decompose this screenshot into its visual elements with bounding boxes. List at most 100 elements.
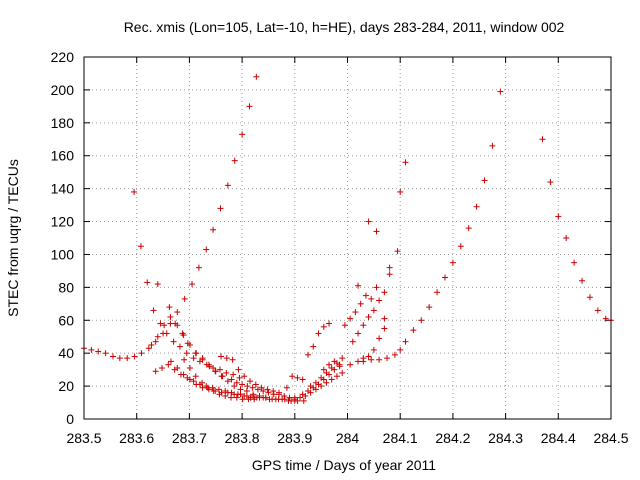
data-point bbox=[397, 188, 404, 195]
data-point bbox=[304, 388, 311, 395]
data-point bbox=[109, 353, 116, 360]
data-point bbox=[148, 341, 155, 348]
x-tick-label: 284 bbox=[336, 430, 360, 446]
data-point bbox=[239, 381, 246, 388]
data-point bbox=[373, 228, 380, 235]
data-point bbox=[215, 386, 222, 393]
data-point bbox=[154, 333, 161, 340]
data-point bbox=[426, 304, 433, 311]
y-tick-label: 80 bbox=[58, 279, 74, 295]
data-point bbox=[193, 350, 200, 357]
data-point bbox=[299, 376, 306, 383]
data-point bbox=[186, 341, 193, 348]
y-tick-label: 180 bbox=[51, 115, 75, 131]
data-point bbox=[152, 368, 159, 375]
data-point bbox=[355, 330, 362, 337]
data-point bbox=[355, 282, 362, 289]
data-point bbox=[236, 374, 243, 381]
data-point bbox=[223, 355, 230, 362]
y-tick-label: 200 bbox=[51, 82, 75, 98]
data-point bbox=[594, 307, 601, 314]
data-point bbox=[252, 381, 259, 388]
y-axis-label: STEC from uqrg / TECUs bbox=[5, 159, 21, 317]
data-point bbox=[384, 355, 391, 362]
x-tick-label: 284.1 bbox=[383, 430, 418, 446]
plot-frame bbox=[83, 56, 612, 420]
data-point bbox=[579, 277, 586, 284]
data-point bbox=[365, 218, 372, 225]
data-point bbox=[95, 348, 102, 355]
data-point bbox=[394, 248, 401, 255]
x-tick-label: 283.7 bbox=[172, 430, 207, 446]
data-point bbox=[216, 391, 223, 398]
data-point bbox=[256, 394, 263, 401]
data-point bbox=[246, 103, 253, 110]
x-tick-label: 283.9 bbox=[277, 430, 312, 446]
data-point bbox=[265, 389, 272, 396]
x-tick-label: 284.3 bbox=[488, 430, 523, 446]
data-point bbox=[331, 358, 338, 365]
data-point bbox=[137, 243, 144, 250]
data-point bbox=[235, 366, 242, 373]
data-point bbox=[102, 350, 109, 357]
data-point bbox=[355, 358, 362, 365]
data-point bbox=[218, 353, 225, 360]
data-point bbox=[326, 320, 333, 327]
data-point bbox=[244, 383, 251, 390]
data-point bbox=[555, 213, 562, 220]
data-point bbox=[251, 396, 258, 403]
data-point bbox=[473, 203, 480, 210]
data-point bbox=[275, 396, 282, 403]
data-point bbox=[210, 388, 217, 395]
data-point bbox=[347, 315, 354, 322]
data-point bbox=[152, 338, 159, 345]
data-point bbox=[174, 309, 181, 316]
data-point bbox=[230, 371, 237, 378]
data-point bbox=[231, 383, 238, 390]
data-point bbox=[315, 330, 322, 337]
data-point bbox=[183, 350, 190, 357]
data-point bbox=[339, 355, 346, 362]
data-point bbox=[144, 279, 151, 286]
data-point bbox=[381, 325, 388, 332]
data-point bbox=[189, 281, 196, 288]
data-point bbox=[376, 356, 383, 363]
data-point bbox=[233, 394, 240, 401]
data-point bbox=[434, 289, 441, 296]
y-tick-label: 20 bbox=[58, 378, 74, 394]
data-point bbox=[249, 384, 256, 391]
data-point bbox=[228, 394, 235, 401]
data-point bbox=[239, 396, 246, 403]
data-point bbox=[291, 396, 298, 403]
data-point bbox=[281, 392, 288, 399]
data-point bbox=[212, 368, 219, 375]
y-tick-label: 140 bbox=[51, 181, 75, 197]
data-point bbox=[449, 259, 456, 266]
data-point bbox=[304, 351, 311, 358]
y-tick-label: 60 bbox=[58, 312, 74, 328]
data-point bbox=[373, 284, 380, 291]
data-point bbox=[299, 391, 306, 398]
data-point bbox=[365, 313, 372, 320]
data-point bbox=[199, 384, 206, 391]
data-point bbox=[174, 322, 181, 329]
data-point bbox=[457, 243, 464, 250]
data-point bbox=[286, 394, 293, 401]
data-point bbox=[441, 274, 448, 281]
data-point bbox=[217, 205, 224, 212]
data-point bbox=[300, 397, 307, 404]
data-point bbox=[229, 356, 236, 363]
data-point bbox=[190, 355, 197, 362]
data-point bbox=[365, 353, 372, 360]
data-point bbox=[297, 394, 304, 401]
data-point bbox=[386, 264, 393, 271]
data-point bbox=[224, 378, 231, 385]
data-point bbox=[563, 235, 570, 241]
data-point bbox=[370, 346, 377, 353]
data-point bbox=[131, 353, 138, 360]
data-point bbox=[247, 378, 254, 385]
data-point bbox=[237, 391, 244, 398]
data-point bbox=[481, 177, 488, 184]
data-point bbox=[124, 355, 131, 362]
data-point bbox=[167, 313, 174, 320]
